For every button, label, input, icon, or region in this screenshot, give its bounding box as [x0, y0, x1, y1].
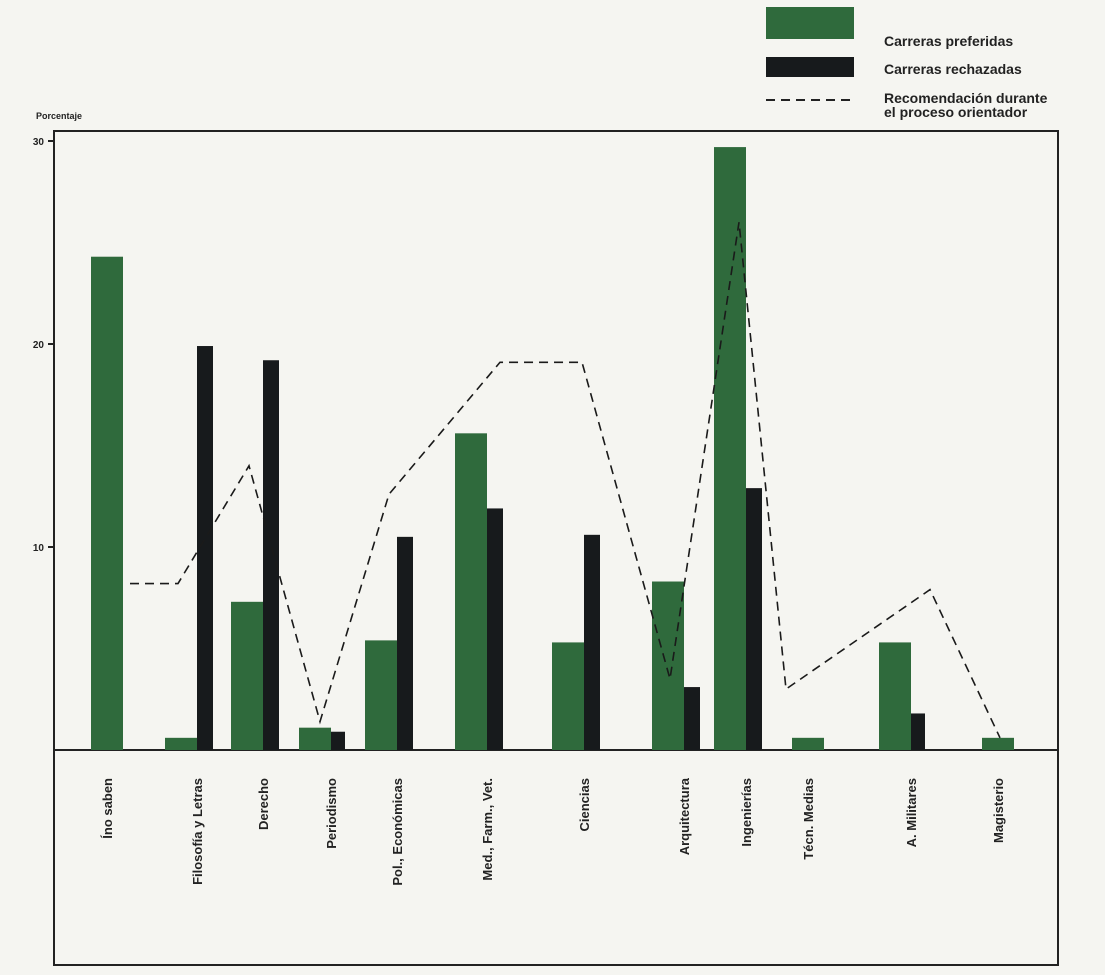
bar-rechazadas	[584, 534, 600, 750]
legend-swatch-preferidas	[766, 7, 854, 39]
bar-preferidas	[714, 147, 746, 751]
bar-preferidas	[792, 737, 824, 750]
bar-preferidas	[552, 642, 584, 750]
category-label: Magisterio	[991, 778, 1006, 843]
bar-rechazadas	[331, 731, 345, 750]
y-tick-label: 10	[33, 543, 45, 554]
bar-rechazadas	[397, 536, 413, 750]
legend-swatch-rechazadas	[766, 57, 854, 77]
category-label: Arquitectura	[677, 777, 692, 855]
bar-preferidas	[879, 642, 911, 750]
category-label: Periodismo	[324, 778, 339, 849]
bar-preferidas	[299, 727, 331, 750]
recommendation-line	[130, 222, 1001, 739]
legend-label-recomendacion-line1: Recomendación durante	[884, 90, 1048, 106]
bar-preferidas	[455, 433, 487, 750]
category-label: Técn. Medias	[801, 778, 816, 860]
legend-label-recomendacion-line2: el proceso orientador	[884, 104, 1028, 120]
y-tick-label: 30	[33, 137, 45, 148]
bar-rechazadas	[197, 346, 213, 750]
bar-preferidas	[231, 601, 263, 750]
category-label: Med., Farm., Vet.	[480, 778, 495, 881]
bar-rechazadas	[263, 360, 279, 750]
bars-group	[91, 147, 1014, 751]
legend-label-preferidas: Carreras preferidas	[884, 33, 1013, 49]
legend-label-recomendacion: Recomendación durante el proceso orientad…	[884, 90, 1048, 120]
bar-preferidas	[165, 737, 197, 750]
y-ticks-group: 10 20 30	[33, 137, 54, 554]
bar-preferidas	[91, 256, 123, 750]
category-label: Ciencias	[577, 778, 592, 831]
bar-rechazadas	[684, 687, 700, 750]
bar-rechazadas	[911, 713, 925, 750]
category-labels-group: Íno saben Filosofía y Letras Derecho Period…	[100, 777, 1006, 885]
legend-label-rechazadas: Carreras rechazadas	[884, 61, 1022, 77]
category-label: Pol., Económicas	[390, 778, 405, 886]
bar-rechazadas	[746, 488, 762, 750]
y-axis-title: Porcentaje	[36, 111, 82, 121]
y-tick-label: 20	[33, 340, 45, 351]
bar-preferidas	[982, 737, 1014, 750]
category-label: Derecho	[256, 778, 271, 830]
category-label: A. Militares	[904, 778, 919, 847]
recommendation-line-group	[130, 222, 1001, 739]
category-label: Ingenierías	[739, 778, 754, 847]
legend: Carreras preferidas Carreras rechazadas Re…	[766, 7, 1048, 120]
category-label: Filosofía y Letras	[190, 778, 205, 885]
bar-preferidas	[652, 581, 684, 750]
bar-rechazadas	[487, 508, 503, 750]
bar-preferidas	[365, 640, 397, 750]
category-label: Íno saben	[100, 778, 115, 839]
